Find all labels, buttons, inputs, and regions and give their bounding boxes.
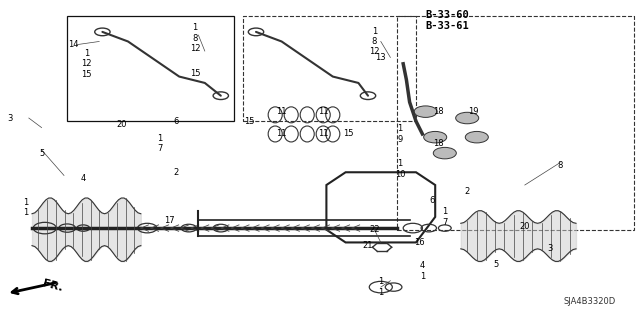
Text: 14: 14: [68, 40, 79, 49]
Text: B-33-60
B-33-61: B-33-60 B-33-61: [426, 10, 469, 31]
Text: 17: 17: [164, 216, 175, 225]
Text: 15: 15: [344, 130, 354, 138]
Text: 18: 18: [433, 139, 444, 148]
Text: 1
8
12: 1 8 12: [190, 23, 200, 53]
Text: 5: 5: [493, 260, 499, 269]
Circle shape: [456, 112, 479, 124]
Text: 11: 11: [318, 107, 328, 116]
Text: 1
7: 1 7: [442, 207, 447, 226]
Circle shape: [465, 131, 488, 143]
Text: 6: 6: [429, 197, 435, 205]
Text: 6: 6: [173, 117, 179, 126]
Text: FR.: FR.: [42, 278, 64, 293]
Circle shape: [424, 131, 447, 143]
Bar: [397, 16, 634, 230]
Text: 2: 2: [465, 187, 470, 196]
Text: 4
1: 4 1: [420, 262, 425, 281]
Text: 11: 11: [276, 130, 287, 138]
Text: 2: 2: [173, 168, 179, 177]
Text: 11: 11: [276, 107, 287, 116]
Text: 5: 5: [39, 149, 44, 158]
Text: 1
8
12: 1 8 12: [369, 26, 380, 56]
Text: 1
9: 1 9: [397, 124, 403, 144]
Text: 16: 16: [414, 238, 424, 247]
Bar: [67, 16, 234, 121]
Circle shape: [414, 106, 437, 117]
Text: 11: 11: [318, 130, 328, 138]
Text: 19: 19: [468, 107, 479, 116]
Text: 13: 13: [376, 53, 386, 62]
Text: 15: 15: [244, 117, 255, 126]
Text: 18: 18: [433, 107, 444, 116]
Text: 3: 3: [548, 244, 553, 253]
Text: 1
10: 1 10: [395, 160, 405, 179]
Text: 20: 20: [520, 222, 530, 231]
Text: 21: 21: [363, 241, 373, 250]
Text: 22: 22: [369, 225, 380, 234]
Text: 8: 8: [557, 161, 563, 170]
Text: 3: 3: [7, 114, 12, 122]
Text: 20: 20: [116, 120, 127, 129]
Circle shape: [433, 147, 456, 159]
Text: 1
12
15: 1 12 15: [81, 49, 92, 79]
Text: 4: 4: [81, 174, 86, 183]
Text: 15: 15: [190, 69, 200, 78]
Text: 1
7: 1 7: [157, 134, 163, 153]
Bar: [243, 16, 416, 121]
Text: 1
1: 1 1: [23, 198, 28, 217]
Text: 1
1: 1 1: [378, 278, 383, 297]
Text: SJA4B3320D: SJA4B3320D: [563, 297, 616, 306]
